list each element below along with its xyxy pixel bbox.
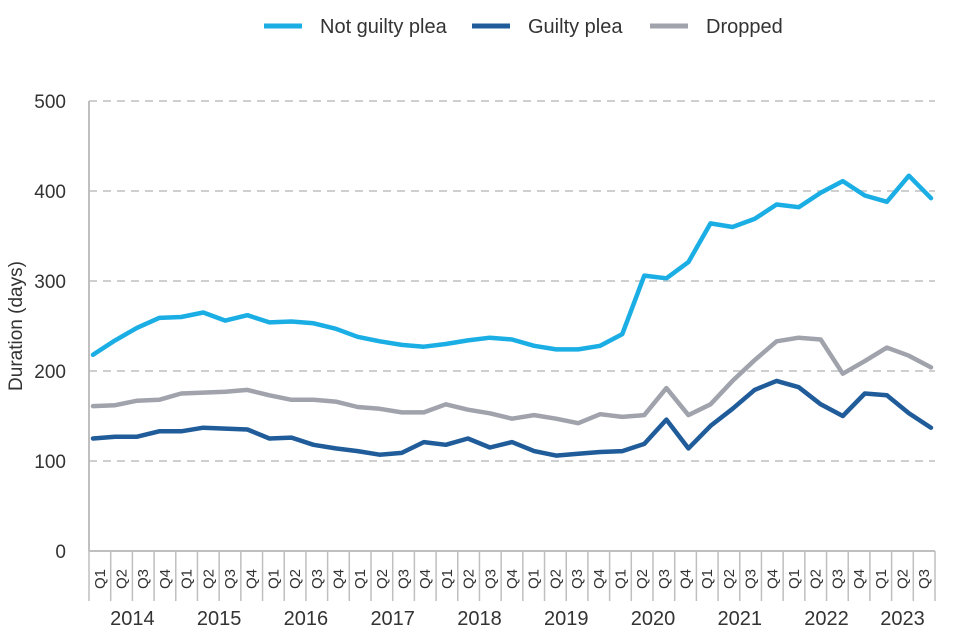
x-tick-label: Q2 (114, 569, 131, 589)
series-line-dropped (90, 335, 934, 426)
x-tick-label: Q1 (439, 569, 456, 589)
x-tick-label: Q3 (656, 569, 673, 589)
year-label: 2017 (370, 608, 415, 630)
legend-label-guilty-plea: Guilty plea (528, 16, 623, 38)
x-tick-label: Q2 (200, 569, 217, 589)
x-tick-label: Q2 (894, 569, 911, 589)
x-tick-label: Q1 (265, 569, 282, 589)
year-label: 2020 (631, 608, 676, 630)
year-label: 2016 (284, 608, 329, 630)
series-lines (90, 173, 934, 458)
x-tick-label: Q3 (743, 569, 760, 589)
year-label: 2021 (718, 608, 763, 630)
x-tick-label: Q2 (808, 569, 825, 589)
legend-label-not-guilty-plea: Not guilty plea (320, 16, 448, 38)
series-line-not-guilty-plea (90, 173, 934, 358)
x-tick-label: Q4 (244, 569, 261, 589)
x-tick-label: Q3 (916, 569, 933, 589)
x-tick-label: Q1 (612, 569, 629, 589)
x-tick-label: Q3 (135, 569, 152, 589)
x-tick-label: Q3 (482, 569, 499, 589)
x-tick-label: Q4 (591, 569, 608, 589)
y-tick-label: 0 (55, 542, 66, 563)
y-axis-title: Duration (days) (6, 261, 27, 391)
x-tick-label: Q2 (721, 569, 738, 589)
year-labels: 2014 2015 2016 2017 2018 2019 2020 2021 2022 2023 (110, 608, 925, 630)
x-tick-label: Q2 (547, 569, 564, 589)
x-tick-label: Q4 (851, 569, 868, 589)
x-tick-label: Q1 (526, 569, 543, 589)
year-label: 2018 (457, 608, 502, 630)
x-axis-ticks: Q1 Q2 Q3 Q4 Q1 Q2 Q3 Q4 Q1 Q2 Q3 Q4 Q1 Q2 Q3 Q4 Q1 Q2 Q3 Q4… (88, 551, 936, 601)
x-tick-label: Q1 (699, 569, 716, 589)
legend: Not guilty plea Guilty plea Dropped (264, 16, 783, 38)
x-tick-label: Q1 (179, 569, 196, 589)
x-tick-label: Q2 (287, 569, 304, 589)
x-tick-label: Q3 (829, 569, 846, 589)
x-tick-label: Q4 (330, 569, 347, 589)
year-label: 2019 (544, 608, 589, 630)
x-tick-label: Q3 (569, 569, 586, 589)
series-line-guilty-plea (90, 378, 934, 458)
gridlines (89, 100, 935, 462)
y-tick-label: 100 (34, 452, 66, 473)
x-tick-label: Q1 (786, 569, 803, 589)
axes (88, 101, 935, 552)
x-tick-label: Q3 (396, 569, 413, 589)
x-tick-label: Q4 (504, 569, 521, 589)
x-tick-label: Q1 (352, 569, 369, 589)
year-label: 2015 (197, 608, 242, 630)
y-axis-ticks: 0 100 200 300 400 500 (34, 92, 66, 563)
x-tick-label: Q4 (678, 569, 695, 589)
x-tick-label: Q1 (873, 569, 890, 589)
y-tick-label: 300 (34, 272, 66, 293)
x-tick-label: Q4 (764, 569, 781, 589)
x-tick-label: Q1 (92, 569, 109, 589)
year-label: 2022 (804, 608, 849, 630)
y-tick-label: 500 (34, 92, 66, 113)
x-tick-label: Q3 (309, 569, 326, 589)
x-tick-label: Q2 (634, 569, 651, 589)
x-tick-label: Q4 (417, 569, 434, 589)
year-label: 2023 (880, 608, 925, 630)
x-tick-label: Q2 (374, 569, 391, 589)
year-label: 2014 (110, 608, 155, 630)
x-tick-label: Q3 (222, 569, 239, 589)
legend-label-dropped: Dropped (706, 16, 783, 38)
y-tick-label: 400 (34, 182, 66, 203)
y-tick-label: 200 (34, 362, 66, 383)
x-tick-label: Q4 (157, 569, 174, 589)
x-tick-label: Q2 (461, 569, 478, 589)
